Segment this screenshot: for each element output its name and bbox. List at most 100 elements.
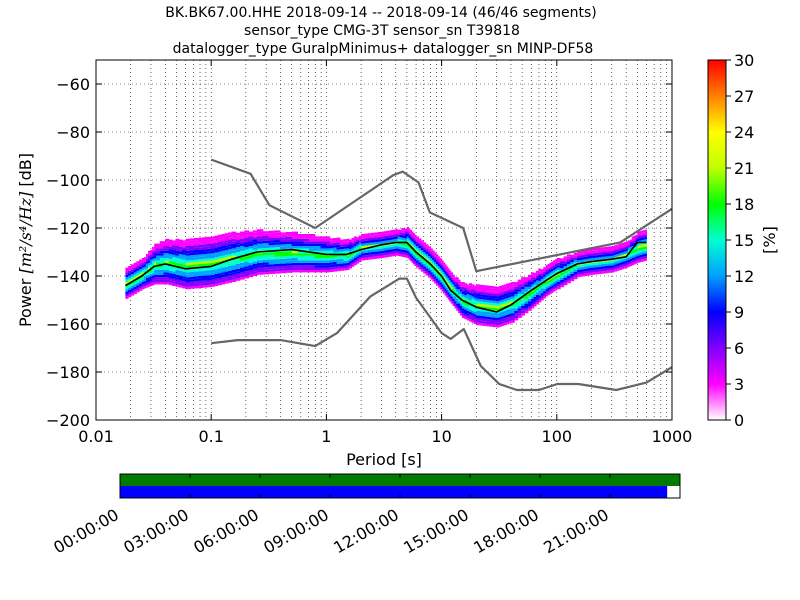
psd-cell	[486, 288, 491, 291]
psd-cell	[383, 231, 387, 234]
psd-cell	[628, 250, 631, 253]
psd-cell	[641, 259, 644, 262]
psd-cell	[161, 265, 164, 268]
psd-cell	[214, 262, 219, 265]
psd-cell	[471, 296, 475, 299]
psd-cell	[157, 282, 161, 285]
psd-cell	[128, 285, 132, 288]
psd-cell	[221, 253, 226, 256]
psd-cell	[527, 301, 532, 304]
psd-cell	[514, 306, 519, 309]
psd-cell	[589, 256, 592, 259]
psd-cell	[618, 267, 622, 270]
psd-cell	[336, 266, 341, 269]
psd-cell	[206, 277, 212, 280]
psd-cell	[556, 274, 561, 278]
psd-cell	[483, 314, 487, 317]
psd-cell	[182, 281, 187, 284]
psd-cell	[374, 246, 379, 250]
psd-cell	[461, 289, 465, 292]
psd-cell	[224, 235, 229, 238]
psd-cell	[501, 311, 505, 314]
psd-cell	[510, 301, 515, 304]
psd-cell	[517, 301, 522, 304]
psd-cell	[547, 276, 550, 279]
psd-cell	[388, 230, 392, 233]
psd-cell	[182, 276, 187, 279]
psd-cell	[447, 287, 450, 290]
psd-cell	[136, 263, 140, 266]
psd-cell	[165, 238, 170, 242]
psd-cell	[589, 265, 592, 268]
psd-cell	[496, 289, 500, 292]
psd-cell	[235, 254, 241, 257]
psd-cell	[553, 279, 556, 282]
psd-cell	[194, 262, 199, 265]
psd-cell	[437, 282, 441, 286]
psd-cell	[458, 289, 461, 292]
psd-cell	[551, 271, 554, 274]
psd-cell	[235, 278, 241, 281]
psd-cell	[633, 247, 636, 250]
psd-cell	[217, 280, 222, 283]
psd-cell	[479, 294, 484, 297]
psd-cell	[403, 245, 406, 248]
psd-cell	[228, 237, 232, 240]
psd-cell	[333, 266, 338, 270]
psd-cell	[268, 238, 275, 241]
psd-cell	[228, 275, 232, 278]
psd-cell	[479, 308, 484, 312]
psd-cell	[614, 254, 618, 258]
psd-cell	[527, 306, 532, 309]
psd-cell	[458, 294, 461, 297]
psd-cell	[383, 250, 387, 253]
psd-cell	[618, 265, 622, 268]
psd-cell	[257, 267, 264, 270]
psd-cell	[469, 312, 472, 315]
psd-cell	[356, 261, 360, 264]
psd-cell	[257, 243, 264, 246]
psd-cell	[189, 281, 195, 284]
psd-cell	[479, 299, 484, 302]
psd-cell	[563, 270, 568, 274]
psd-cell	[248, 260, 254, 263]
psd-cell	[349, 249, 352, 252]
psd-cell	[326, 258, 331, 261]
psd-cell	[214, 274, 219, 277]
psd-cell	[496, 313, 500, 316]
psd-cell	[224, 257, 229, 260]
psd-cell	[175, 274, 180, 278]
psd-cell	[185, 270, 191, 273]
psd-cell	[211, 270, 216, 273]
psd-cell	[125, 267, 129, 270]
psd-cell	[374, 256, 379, 259]
psd-cell	[496, 286, 500, 290]
psd-cell	[145, 282, 149, 286]
psd-cell	[257, 272, 264, 275]
psd-cell	[633, 254, 636, 258]
psd-cell	[460, 303, 463, 306]
psd-cell	[314, 246, 322, 249]
psd-cell	[473, 309, 477, 312]
psd-cell	[547, 283, 550, 286]
psd-cell	[618, 253, 622, 256]
psd-cell	[483, 290, 487, 293]
psd-cell	[235, 237, 241, 240]
psd-cell	[531, 291, 535, 294]
psd-cell	[244, 256, 250, 260]
psd-cell	[175, 284, 180, 287]
psd-cell	[367, 247, 372, 250]
psd-cell	[154, 277, 157, 280]
psd-cell	[444, 264, 447, 267]
psd-cell	[406, 253, 409, 256]
psd-cell	[414, 254, 417, 257]
psd-cell	[202, 246, 208, 250]
psd-cell	[443, 274, 446, 277]
psd-cell	[581, 271, 585, 274]
psd-cell	[280, 244, 287, 247]
psd-cell	[314, 243, 322, 246]
psd-cell	[601, 271, 606, 274]
psd-cell	[443, 288, 446, 292]
x-tick-label: 100	[542, 427, 573, 446]
psd-cell	[629, 258, 633, 262]
